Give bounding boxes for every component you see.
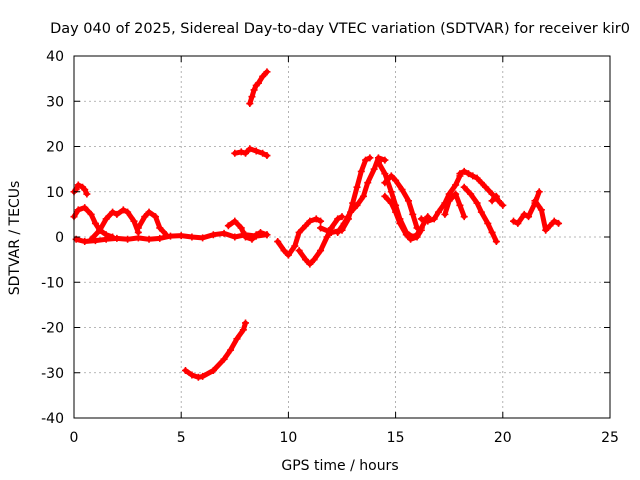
y-tick-label: -10: [41, 275, 64, 291]
series-arc-i: [274, 215, 325, 259]
x-tick-label: 15: [387, 430, 405, 446]
grid-lines: [74, 56, 610, 418]
series-arc-e: [224, 217, 271, 243]
series-arc-r: [460, 183, 500, 246]
series-trace: [489, 193, 506, 208]
y-tick-label: -20: [41, 321, 64, 337]
x-tick-label: 10: [279, 430, 297, 446]
y-tick-label: 10: [46, 185, 64, 201]
data-points: [70, 68, 563, 381]
series-trace: [247, 69, 270, 106]
x-tick-label: 5: [177, 430, 186, 446]
series-arc-t: [488, 192, 507, 209]
series-arc-d: [134, 208, 170, 239]
series-arc-a: [70, 181, 91, 198]
series-trace: [457, 168, 495, 197]
x-tick-label: 20: [494, 430, 512, 446]
y-axis-label: SDTVAR / TECUs: [7, 181, 23, 296]
series-trace: [532, 198, 561, 233]
series-arc-f: [231, 145, 271, 160]
series-arc-p: [417, 172, 464, 225]
series-trace: [71, 182, 90, 197]
series-trace: [73, 230, 270, 244]
series-trace: [382, 193, 424, 242]
series-arc-n: [381, 172, 421, 232]
y-tick-label: 40: [46, 49, 64, 65]
chart-title: Day 040 of 2025, Sidereal Day-to-day VTE…: [50, 21, 630, 37]
series-arc-q: [456, 167, 496, 198]
series-trace: [135, 209, 169, 238]
series-trace: [183, 320, 248, 380]
series-trace: [225, 218, 270, 242]
x-tick-label: 0: [70, 430, 79, 446]
axis-ticks: 0 5 10 15 20 25 -40 -30 -20 -10 0 10 20 30 40: [41, 49, 619, 446]
series-trace: [442, 191, 467, 220]
series-trace: [296, 214, 345, 267]
series-trace: [275, 216, 324, 258]
series-arc-c: [87, 206, 142, 243]
series-trace: [382, 173, 420, 231]
series-trace: [232, 146, 270, 159]
y-tick-label: 30: [46, 94, 64, 110]
series-trace: [461, 184, 499, 244]
series-arc-o: [381, 192, 425, 243]
y-tick-label: 0: [55, 230, 64, 246]
x-tick-label: 25: [601, 430, 619, 446]
y-tick-label: 20: [46, 140, 64, 156]
series-arc-s: [441, 190, 468, 221]
y-tick-label: -30: [41, 366, 64, 382]
series-trace: [511, 189, 542, 226]
series-trace: [88, 207, 141, 242]
series-arc-g: [246, 68, 271, 108]
series-arc-h: [181, 319, 250, 381]
series-trace: [418, 173, 463, 224]
x-axis-label: GPS time / hours: [281, 458, 398, 474]
series-trace: [71, 205, 116, 240]
series-arc-v: [531, 197, 563, 234]
y-tick-label: -40: [41, 411, 64, 427]
